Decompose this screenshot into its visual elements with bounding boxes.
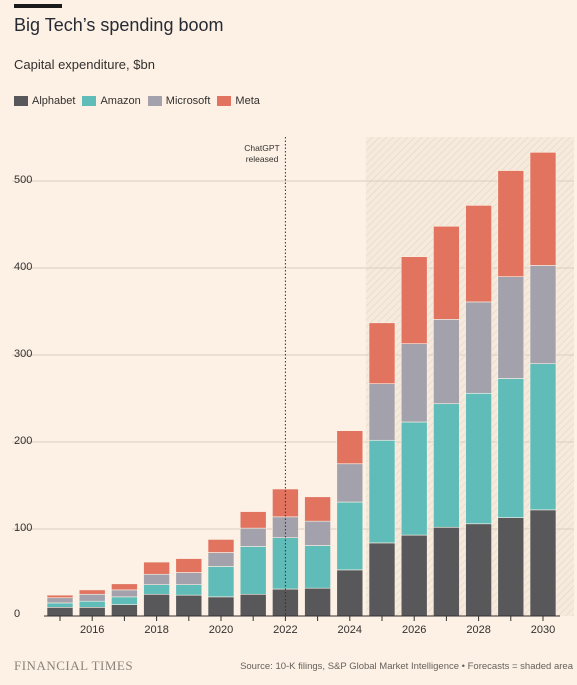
bar-microsoft-2024 bbox=[336, 463, 364, 503]
x-tick-label: 2016 bbox=[80, 624, 104, 636]
bar-amazon-2024 bbox=[336, 501, 364, 571]
bar-alphabet-2028 bbox=[465, 523, 492, 617]
bar-amazon-2020 bbox=[207, 566, 235, 598]
source-note: Source: 10-K filings, S&P Global Market … bbox=[240, 661, 573, 672]
y-tick-label: 0 bbox=[14, 608, 20, 620]
legend-label-microsoft: Microsoft bbox=[165, 95, 211, 107]
bar-alphabet-2026 bbox=[400, 534, 428, 617]
legend-item-microsoft: Microsoft bbox=[147, 95, 211, 107]
bar-meta-2023 bbox=[304, 496, 331, 522]
bar-meta-2016 bbox=[78, 589, 106, 595]
ft-logo-text: FINANCIAL TIMES bbox=[14, 658, 134, 673]
bar-meta-2028 bbox=[465, 205, 492, 303]
bar-amazon-2017 bbox=[111, 596, 138, 605]
legend-item-alphabet: Alphabet bbox=[14, 95, 75, 107]
bar-microsoft-2015 bbox=[46, 597, 74, 604]
y-tick-label: 100 bbox=[14, 522, 32, 534]
bar-amazon-2025 bbox=[368, 439, 396, 544]
y-tick-label: 500 bbox=[14, 174, 32, 186]
bar-amazon-2018 bbox=[143, 584, 170, 595]
ft-topbar bbox=[14, 4, 62, 8]
bar-alphabet-2024 bbox=[336, 569, 364, 617]
bar-amazon-2026 bbox=[400, 421, 428, 536]
bar-microsoft-2030 bbox=[529, 265, 557, 365]
annotation-line-2: released bbox=[246, 154, 279, 164]
annotation-line-1: ChatGPT bbox=[244, 143, 279, 153]
bar-alphabet-2015 bbox=[46, 606, 74, 617]
bar-meta-2030 bbox=[529, 151, 557, 266]
legend-swatch-alphabet bbox=[14, 96, 28, 106]
bar-microsoft-2017 bbox=[111, 589, 138, 598]
bar-microsoft-2019 bbox=[175, 572, 203, 585]
bar-microsoft-2027 bbox=[433, 319, 460, 405]
bar-microsoft-2018 bbox=[143, 573, 170, 585]
x-tick-label: 2020 bbox=[209, 624, 233, 636]
bar-microsoft-2026 bbox=[400, 343, 428, 423]
bar-amazon-2029 bbox=[497, 378, 525, 518]
bar-meta-2027 bbox=[433, 225, 460, 320]
x-tick-label: 2018 bbox=[144, 624, 168, 636]
bar-microsoft-2021 bbox=[239, 527, 267, 547]
bar-alphabet-2027 bbox=[433, 526, 460, 617]
x-tick-label: 2030 bbox=[531, 624, 555, 636]
bar-amazon-2030 bbox=[529, 363, 557, 511]
bar-meta-2026 bbox=[400, 256, 428, 344]
bar-alphabet-2030 bbox=[529, 509, 557, 617]
legend: Alphabet Amazon Microsoft Meta bbox=[14, 95, 267, 107]
bar-meta-2019 bbox=[175, 558, 203, 573]
bar-alphabet-2016 bbox=[78, 606, 106, 617]
chart-title: Big Tech’s spending boom bbox=[14, 15, 224, 35]
bar-amazon-2021 bbox=[239, 546, 267, 595]
x-tick-label: 2022 bbox=[273, 624, 297, 636]
legend-label-meta: Meta bbox=[235, 95, 260, 107]
bar-meta-2021 bbox=[239, 511, 267, 529]
bar-alphabet-2021 bbox=[239, 593, 267, 617]
legend-item-amazon: Amazon bbox=[82, 95, 141, 107]
y-tick-label: 400 bbox=[14, 261, 32, 273]
bar-meta-2029 bbox=[497, 170, 525, 277]
bar-alphabet-2029 bbox=[497, 517, 525, 617]
legend-item-meta: Meta bbox=[217, 95, 260, 107]
bar-alphabet-2025 bbox=[368, 542, 396, 617]
bar-microsoft-2016 bbox=[78, 593, 106, 602]
x-tick-label: 2028 bbox=[466, 624, 490, 636]
bar-microsoft-2028 bbox=[465, 301, 492, 394]
bar-alphabet-2018 bbox=[143, 593, 170, 617]
bar-meta-2025 bbox=[368, 322, 396, 385]
legend-label-amazon: Amazon bbox=[100, 95, 141, 107]
y-tick-label: 300 bbox=[14, 348, 32, 360]
bar-alphabet-2023 bbox=[304, 587, 331, 617]
legend-swatch-meta bbox=[217, 96, 232, 106]
bar-meta-2020 bbox=[207, 539, 235, 553]
x-tick-label: 2026 bbox=[402, 624, 426, 636]
legend-swatch-amazon bbox=[82, 96, 97, 106]
bar-microsoft-2020 bbox=[207, 552, 235, 567]
bar-meta-2024 bbox=[336, 430, 364, 465]
bar-alphabet-2020 bbox=[207, 596, 235, 617]
bar-alphabet-2019 bbox=[175, 594, 203, 617]
bar-alphabet-2017 bbox=[111, 604, 138, 617]
bar-amazon-2019 bbox=[175, 584, 203, 596]
x-tick-label: 2024 bbox=[338, 624, 362, 636]
legend-label-alphabet: Alphabet bbox=[32, 95, 76, 107]
bar-microsoft-2025 bbox=[368, 383, 396, 441]
bar-meta-2017 bbox=[111, 583, 138, 591]
bar-microsoft-2029 bbox=[497, 276, 525, 379]
bar-amazon-2016 bbox=[78, 600, 106, 608]
bar-meta-2015 bbox=[46, 594, 74, 599]
bar-meta-2018 bbox=[143, 561, 170, 575]
bar-amazon-2022 bbox=[272, 537, 299, 590]
y-tick-label: 200 bbox=[14, 435, 32, 447]
legend-swatch-microsoft bbox=[147, 96, 162, 106]
bar-amazon-2023 bbox=[304, 545, 331, 589]
bar-amazon-2015 bbox=[46, 602, 74, 608]
bar-amazon-2028 bbox=[465, 392, 492, 525]
bar-microsoft-2023 bbox=[304, 520, 331, 546]
chart-subtitle: Capital expenditure, $bn bbox=[14, 57, 155, 72]
bar-amazon-2027 bbox=[433, 403, 460, 528]
